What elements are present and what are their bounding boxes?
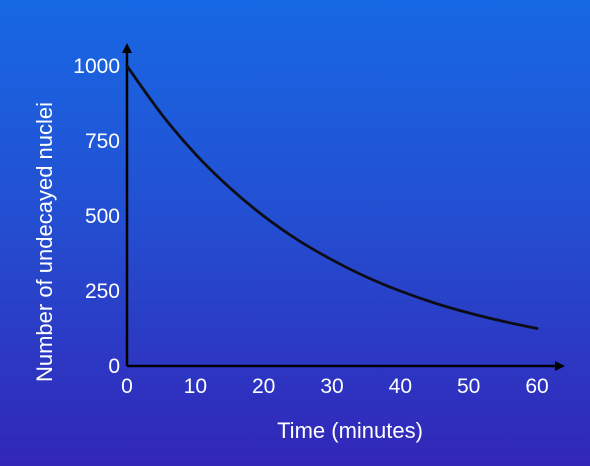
chart-marks: 0 10 20 30 40 50 60 0 250 500 750 1000 <box>73 55 548 398</box>
x-tick-label: 20 <box>252 375 275 398</box>
y-tick-label: 250 <box>85 280 120 303</box>
x-tick-label: 30 <box>320 375 343 398</box>
x-tick-label: 0 <box>121 375 133 398</box>
x-tick-label: 50 <box>457 375 480 398</box>
y-axis-title: Number of undecayed nuclei <box>32 102 57 382</box>
x-tick-label: 60 <box>525 375 548 398</box>
y-tick-label: 750 <box>85 130 120 153</box>
y-tick-label: 0 <box>108 355 120 378</box>
x-axis-title: Time (minutes) <box>277 418 423 443</box>
y-tick-label: 500 <box>85 205 120 228</box>
x-tick-label: 40 <box>389 375 412 398</box>
decay-curve-line <box>125 64 539 330</box>
y-tick-label: 1000 <box>73 55 120 78</box>
x-tick-label: 10 <box>184 375 207 398</box>
